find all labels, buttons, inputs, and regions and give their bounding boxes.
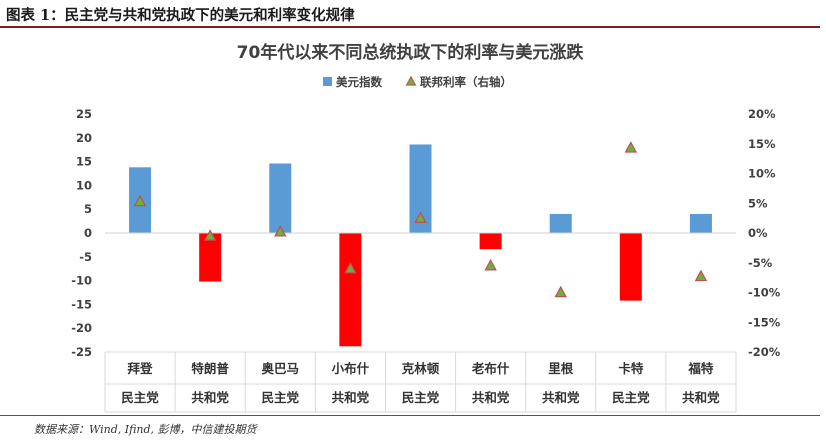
party-label: 共和党 xyxy=(191,390,229,405)
left-axis-tick-label: 10 xyxy=(76,178,92,192)
left-axis-tick-label: -25 xyxy=(71,345,92,359)
category-label: 特朗普 xyxy=(191,361,229,376)
category-label: 福特 xyxy=(687,361,714,376)
right-axis-tick-label: 20% xyxy=(748,107,776,121)
right-axis-tick-label: -20% xyxy=(748,345,781,359)
party-label: 民主党 xyxy=(121,390,159,405)
chart-title: 70年代以来不同总统执政下的利率与美元涨跌 xyxy=(237,42,585,63)
party-label: 共和党 xyxy=(682,390,720,405)
bar-小布什 xyxy=(339,233,362,347)
rate-marker-老布什 xyxy=(484,258,497,271)
bar-克林顿 xyxy=(409,144,432,233)
plot-area: 25 20 15 10 5 0 -5 -10 -15 -20 -25 20% 15% 10% 5% 0% -5%… xyxy=(71,107,781,413)
category-label: 里根 xyxy=(548,361,574,376)
caption-divider xyxy=(0,26,820,28)
figure-header: 图表 1：民主党与共和党执政下的美元和利率变化规律 xyxy=(0,0,826,28)
rate-marker-拜登 xyxy=(133,194,147,207)
chart: 70年代以来不同总统执政下的利率与美元涨跌 美元指数 联邦利率（右轴） 25 20 1… xyxy=(71,42,781,413)
left-axis-tick-label: -5 xyxy=(79,250,92,264)
bar-特朗普 xyxy=(199,233,222,282)
legend-label-fed-rate: 联邦利率（右轴） xyxy=(420,75,512,89)
right-axis-tick-label: -10% xyxy=(748,286,781,300)
left-axis-tick-label: -20 xyxy=(71,321,92,335)
right-axis-tick-label: 0% xyxy=(748,226,768,240)
rate-marker-小布什 xyxy=(344,261,357,274)
right-axis-tick-label: 15% xyxy=(748,137,776,151)
right-axis-tick-label: -15% xyxy=(748,315,781,329)
right-axis-tick-label: 5% xyxy=(748,196,768,210)
left-axis-tick-label: 0 xyxy=(84,226,92,240)
left-axis-tick-label: 15 xyxy=(76,155,92,169)
bar-老布什 xyxy=(479,233,502,250)
category-label: 奥巴马 xyxy=(262,361,300,376)
legend-swatch-fed-rate xyxy=(405,75,417,86)
source-divider xyxy=(0,415,820,416)
legend-swatch-usd-index xyxy=(323,77,332,86)
right-axis-tick-label: -5% xyxy=(748,256,773,270)
rate-marker-特朗普 xyxy=(203,229,217,241)
figure-caption: 图表 1：民主党与共和党执政下的美元和利率变化规律 xyxy=(6,7,355,24)
rate-marker-克林顿 xyxy=(414,211,427,223)
left-axis-tick-label: 5 xyxy=(84,202,92,216)
party-label: 共和党 xyxy=(472,390,510,405)
party-label: 民主党 xyxy=(612,390,650,405)
party-label: 民主党 xyxy=(402,390,440,405)
rate-marker-卡特 xyxy=(624,141,638,153)
bar-福特 xyxy=(689,213,712,233)
category-label: 克林顿 xyxy=(402,361,440,376)
category-label: 老布什 xyxy=(471,361,510,376)
category-label: 拜登 xyxy=(128,361,154,376)
party-label: 共和党 xyxy=(542,390,580,405)
rate-marker-里根 xyxy=(554,285,567,298)
bar-卡特 xyxy=(619,233,642,301)
party-label: 共和党 xyxy=(332,390,370,405)
rate-marker-奥巴马 xyxy=(274,225,287,237)
left-axis-tick-label: 20 xyxy=(76,131,92,145)
data-source-note: 数据来源：Wind, Ifind, 彭博，中信建投期货 xyxy=(34,423,257,436)
legend-label-usd-index: 美元指数 xyxy=(336,75,382,89)
party-label: 民主党 xyxy=(262,390,300,405)
chart-legend: 美元指数 联邦利率（右轴） xyxy=(323,75,512,89)
left-axis-tick-label: -10 xyxy=(71,274,92,288)
left-axis-tick-label: -15 xyxy=(71,297,92,311)
left-axis-tick-label: 25 xyxy=(76,107,92,121)
bar-奥巴马 xyxy=(269,163,292,233)
rate-marker-福特 xyxy=(694,269,708,282)
category-label: 小布什 xyxy=(331,361,370,376)
category-label: 卡特 xyxy=(618,361,644,376)
bar-里根 xyxy=(549,213,572,233)
right-axis-tick-label: 10% xyxy=(748,167,776,181)
